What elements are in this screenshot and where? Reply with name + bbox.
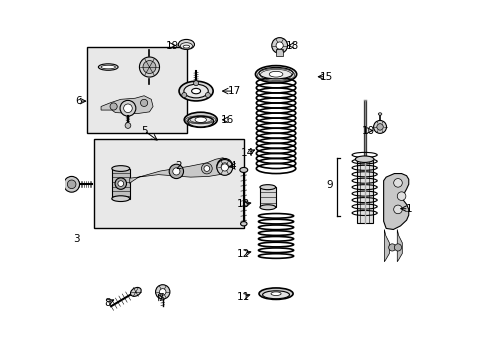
- Text: 3: 3: [73, 234, 80, 244]
- Text: 13: 13: [237, 199, 250, 210]
- Bar: [112, 168, 129, 199]
- Text: 19: 19: [165, 41, 178, 50]
- Bar: [260, 187, 275, 207]
- Text: 5: 5: [141, 126, 147, 135]
- Ellipse shape: [259, 288, 292, 300]
- Bar: [94, 139, 244, 228]
- Circle shape: [110, 103, 117, 110]
- Ellipse shape: [101, 65, 115, 69]
- Circle shape: [193, 81, 198, 86]
- Text: 4: 4: [229, 161, 236, 171]
- Ellipse shape: [260, 185, 275, 190]
- Text: 12: 12: [237, 248, 250, 258]
- Ellipse shape: [260, 205, 275, 210]
- Circle shape: [182, 93, 186, 98]
- Bar: [356, 160, 372, 223]
- Text: 7: 7: [157, 293, 163, 303]
- Circle shape: [205, 93, 210, 98]
- Circle shape: [140, 99, 147, 107]
- Polygon shape: [383, 174, 408, 229]
- Circle shape: [393, 179, 402, 187]
- Text: 14: 14: [240, 148, 253, 158]
- Text: 16: 16: [220, 115, 233, 125]
- Circle shape: [123, 104, 132, 113]
- Circle shape: [201, 163, 212, 174]
- Polygon shape: [384, 229, 388, 262]
- Circle shape: [373, 121, 386, 134]
- Ellipse shape: [240, 222, 246, 226]
- Ellipse shape: [378, 113, 381, 115]
- Circle shape: [217, 158, 232, 174]
- Circle shape: [172, 168, 180, 175]
- Ellipse shape: [180, 42, 192, 49]
- Circle shape: [155, 285, 169, 299]
- Circle shape: [376, 124, 383, 130]
- Text: 2: 2: [175, 161, 181, 171]
- Text: 6: 6: [75, 96, 82, 106]
- Text: 10: 10: [361, 126, 374, 135]
- Ellipse shape: [130, 287, 141, 296]
- Circle shape: [396, 192, 405, 201]
- Bar: [86, 47, 187, 134]
- Ellipse shape: [112, 196, 129, 202]
- Ellipse shape: [112, 166, 129, 171]
- Text: 17: 17: [227, 86, 241, 96]
- Ellipse shape: [191, 88, 200, 94]
- Polygon shape: [129, 158, 230, 184]
- Ellipse shape: [184, 112, 217, 127]
- Circle shape: [388, 244, 395, 251]
- Circle shape: [169, 164, 183, 179]
- Ellipse shape: [239, 167, 247, 172]
- Circle shape: [159, 289, 165, 295]
- Ellipse shape: [259, 67, 292, 79]
- Ellipse shape: [179, 81, 213, 101]
- Ellipse shape: [183, 84, 208, 98]
- Circle shape: [120, 100, 136, 116]
- Ellipse shape: [255, 66, 296, 83]
- Circle shape: [63, 176, 80, 192]
- Circle shape: [203, 166, 209, 171]
- Text: 11: 11: [237, 292, 250, 302]
- Circle shape: [142, 60, 156, 73]
- Circle shape: [217, 159, 232, 175]
- Circle shape: [276, 42, 283, 49]
- Circle shape: [393, 205, 402, 214]
- Ellipse shape: [355, 156, 373, 162]
- Bar: [276, 49, 283, 55]
- Ellipse shape: [270, 292, 281, 296]
- Ellipse shape: [195, 117, 206, 122]
- Ellipse shape: [183, 45, 189, 48]
- Circle shape: [221, 163, 228, 170]
- Text: 8: 8: [104, 298, 111, 308]
- Circle shape: [394, 244, 401, 251]
- Text: 18: 18: [285, 41, 299, 50]
- Circle shape: [118, 181, 123, 186]
- Circle shape: [67, 180, 76, 189]
- Text: 15: 15: [319, 72, 332, 82]
- Text: 1: 1: [405, 204, 411, 214]
- Text: 9: 9: [326, 180, 332, 190]
- Ellipse shape: [262, 291, 289, 299]
- Circle shape: [115, 178, 126, 189]
- Circle shape: [221, 164, 228, 171]
- Ellipse shape: [98, 64, 118, 70]
- Circle shape: [139, 57, 159, 77]
- Polygon shape: [101, 96, 153, 114]
- Ellipse shape: [178, 40, 194, 49]
- Polygon shape: [396, 229, 402, 262]
- Ellipse shape: [269, 71, 282, 77]
- Ellipse shape: [187, 116, 213, 127]
- Circle shape: [125, 123, 131, 129]
- Circle shape: [271, 38, 287, 53]
